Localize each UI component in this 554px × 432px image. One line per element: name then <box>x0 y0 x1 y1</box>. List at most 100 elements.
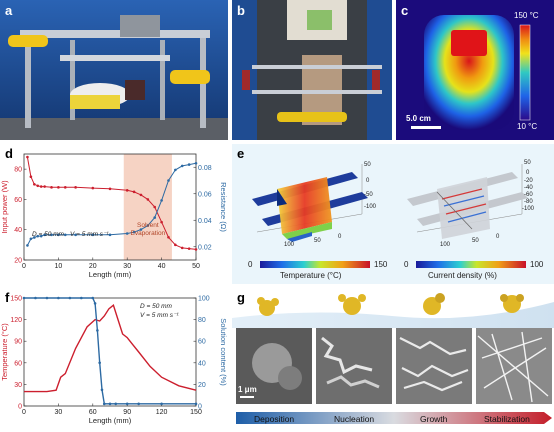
axis-tick-e1-3: -100 <box>364 204 377 210</box>
current-cbar-max: 100 <box>530 260 544 269</box>
axis-tick-e1-1: 0 <box>366 178 370 184</box>
series-left-point <box>26 155 29 159</box>
series-left-point <box>153 205 157 209</box>
series-right-point <box>93 302 97 305</box>
temperature-solution-chart: 0 30 60 90 120 1500306090120150020406080100Le… <box>0 296 228 426</box>
series-left-point <box>180 246 184 250</box>
y-right-tick-label: 0.08 <box>198 165 212 172</box>
series-left-point <box>36 184 40 188</box>
annotation-velocity: V = 5 mm s⁻¹ <box>70 231 109 238</box>
series-left-point <box>174 243 177 247</box>
series-right-point <box>57 296 60 300</box>
power-resistance-chart: 0 10 20 30 40 50 20 40 60 80 0.02 0.04 0.06 0.08 Lengt… <box>0 153 228 279</box>
panel-label-c: c <box>401 3 409 18</box>
y-left-tick-label: 20 <box>14 258 22 265</box>
series-right-point <box>102 402 106 406</box>
y-right-tick-label: 80 <box>198 317 206 324</box>
x-tick-label: 60 <box>89 409 97 416</box>
series-left-point <box>132 190 136 194</box>
axis-tick-e2-4: -60 <box>524 192 533 198</box>
temperature-simulation <box>252 164 368 242</box>
sem-panel-g: g 1 μm Deposition Nucleation Growth Stab… <box>232 288 554 432</box>
y-right-tick-label: 100 <box>198 296 210 303</box>
x-tick-label: 40 <box>158 263 166 270</box>
stage-label-deposition: Deposition <box>254 414 295 424</box>
annotation-velocity: V = 5 mm s⁻¹ <box>140 312 179 319</box>
y-right-tick-label: 0.04 <box>198 218 212 225</box>
x-tick-label: 30 <box>123 263 131 270</box>
axis-tick-e1-2: -50 <box>364 192 373 198</box>
series-right-point <box>22 296 26 300</box>
series-right-point <box>100 388 104 392</box>
series-right-point <box>174 168 177 172</box>
series-right-point <box>187 163 191 166</box>
series-right-point <box>45 296 49 300</box>
panel-label-a: a <box>5 3 13 18</box>
y-left-axis-label: Temperature (°C) <box>0 323 9 381</box>
axis-tick-e2-0: 50 <box>524 160 531 166</box>
axis-tick-e2-7: 100 <box>440 242 451 248</box>
y-left-tick-label: 0 <box>18 404 22 411</box>
photo-panel-b: b <box>232 0 392 140</box>
series-right-point <box>36 234 40 238</box>
series-left-point <box>187 247 191 250</box>
panel-label-g: g <box>237 290 245 305</box>
series-right-point <box>33 236 36 239</box>
series-right-point <box>39 234 43 238</box>
stage-label-nucleation: Nucleation <box>334 414 375 424</box>
x-tick-label: 10 <box>55 263 63 270</box>
y-left-tick-label: 120 <box>10 317 22 324</box>
temp-cbar-max: 150 <box>374 260 388 269</box>
evaporation-label-2: Evaporation <box>130 230 165 237</box>
y-right-axis-label: Resistance (Ω) <box>219 182 228 232</box>
series-right-point <box>194 161 198 165</box>
current-cbar-label: Current density (%) <box>428 271 497 280</box>
series-right-point <box>160 402 163 406</box>
series-right-point <box>114 402 118 406</box>
panel-label-d: d <box>5 146 13 161</box>
y-right-tick-label: 20 <box>198 382 206 389</box>
series-right-point <box>26 244 29 247</box>
current-cbar-min: 0 <box>404 260 409 269</box>
evaporation-label-1: Solvent <box>137 222 159 229</box>
chart-panel-d: 0 10 20 30 40 50 20 40 60 80 0.02 0.04 0.06 0.08 Lengt… <box>0 144 228 284</box>
y-left-tick-label: 150 <box>10 296 22 303</box>
y-left-tick-label: 80 <box>14 167 22 174</box>
series-right-point <box>34 296 37 300</box>
series-left-point <box>146 198 150 201</box>
y-left-tick-label: 90 <box>14 339 22 346</box>
series-right-point <box>153 216 157 219</box>
axis-tick-e2-5: -80 <box>524 199 533 205</box>
series-left-point <box>29 175 33 179</box>
series-left-point <box>50 186 53 189</box>
thermal-scale-bar-label: 5.0 cm <box>406 114 431 123</box>
temp-cbar-min: 0 <box>248 260 253 269</box>
series-left-line <box>24 304 197 393</box>
photo-b-illustration <box>232 0 392 140</box>
sem-illustration <box>232 293 554 424</box>
y-right-tick-label: 0.02 <box>198 244 212 251</box>
series-right-point <box>108 402 112 406</box>
thermal-cbar-min: 10 °C <box>517 122 538 131</box>
series-left-point <box>74 186 77 189</box>
axis-tick-e2-8: 50 <box>472 238 479 244</box>
series-right-point <box>98 361 101 365</box>
axis-tick-e2-6: -100 <box>522 206 535 212</box>
series-right-point <box>137 402 140 406</box>
plot-frame <box>23 297 197 407</box>
photo-panel-a: a <box>0 0 228 140</box>
series-right-point <box>43 233 46 237</box>
series-left-point <box>91 186 95 190</box>
x-tick-label: 120 <box>156 409 168 416</box>
temperature-colorbar <box>260 261 370 268</box>
axis-tick-e1-4: 100 <box>284 242 295 248</box>
series-right-point <box>160 199 163 202</box>
current-density-simulation <box>407 164 528 239</box>
series-right-point <box>125 232 129 235</box>
axis-tick-e1-6: 0 <box>338 234 342 240</box>
series-right-line <box>24 297 196 405</box>
series-right-point <box>108 233 112 237</box>
axis-tick-e2-9: 0 <box>496 234 500 240</box>
axis-tick-e2-2: -20 <box>524 178 533 184</box>
y-left-tick-label: 60 <box>14 360 22 367</box>
